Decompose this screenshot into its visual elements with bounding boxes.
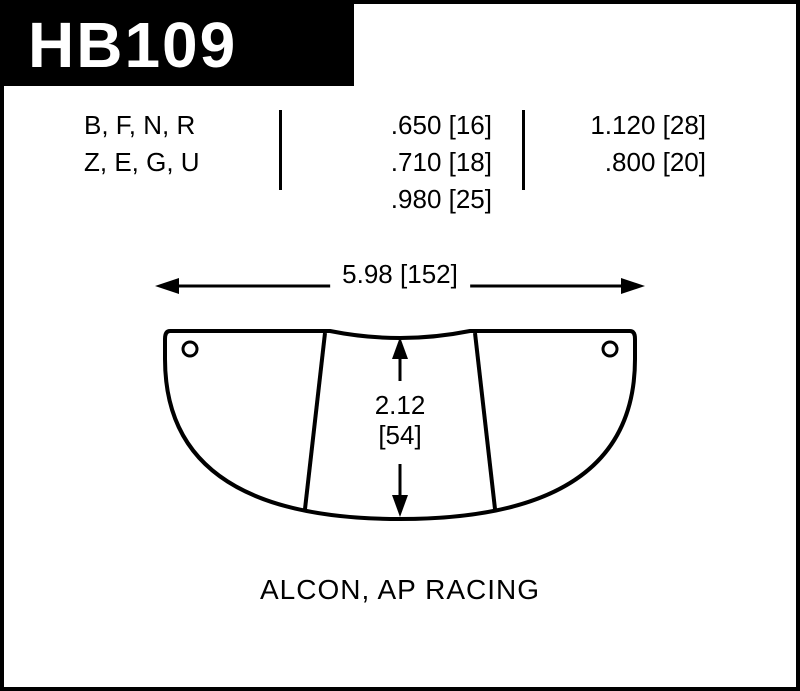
- spec-value: 1.120 [28]: [525, 110, 706, 141]
- spec-value: .710 [18]: [282, 147, 492, 178]
- width-mm: [152]: [400, 259, 458, 289]
- header-bar: HB109: [4, 4, 354, 86]
- part-number-title: HB109: [28, 8, 237, 82]
- dimension-area: 5.98 [152] 2.12 [54]: [4, 265, 796, 544]
- spec-sheet: HB109 B, F, N, R Z, E, G, U .650 [16] .7…: [0, 0, 800, 691]
- spec-col-thickness-b: 1.120 [28] .800 [20]: [525, 110, 766, 215]
- width-dimension: 5.98 [152]: [155, 265, 645, 305]
- spec-value: .980 [25]: [282, 184, 492, 215]
- height-value: 2.12: [375, 390, 426, 420]
- spec-row: B, F, N, R Z, E, G, U .650 [16] .710 [18…: [4, 110, 796, 215]
- spec-value: .800 [20]: [525, 147, 706, 178]
- brake-pad-outline: 2.12 [54]: [150, 319, 650, 544]
- spec-col-thickness-a: .650 [16] .710 [18] .980 [25]: [282, 110, 522, 215]
- spec-value: Z, E, G, U: [84, 147, 279, 178]
- spec-col-codes: B, F, N, R Z, E, G, U: [44, 110, 279, 215]
- width-label: 5.98 [152]: [330, 259, 470, 290]
- application-label: ALCON, AP RACING: [4, 574, 796, 606]
- spec-value: B, F, N, R: [84, 110, 279, 141]
- spec-value: .650 [16]: [282, 110, 492, 141]
- width-value: 5.98: [342, 259, 393, 289]
- height-mm: [54]: [378, 420, 421, 450]
